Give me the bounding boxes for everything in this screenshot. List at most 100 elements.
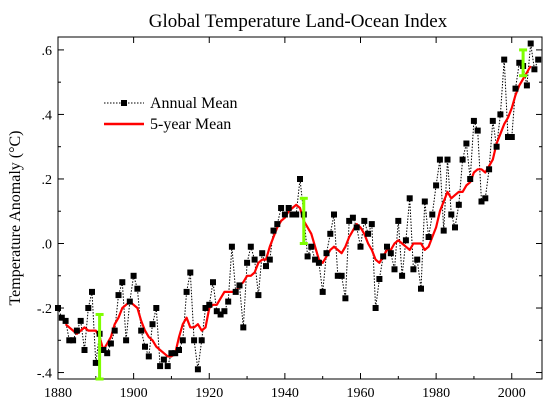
annual-mean-point (228, 243, 235, 250)
annual-mean-point (164, 363, 171, 370)
y-axis-label: Temperature Anomaly (°C) (7, 131, 24, 306)
annual-mean-point (508, 134, 515, 140)
annual-mean-point (55, 305, 61, 311)
annual-mean-point (213, 308, 220, 315)
annual-mean-point (436, 156, 443, 163)
annual-mean-point (459, 156, 466, 163)
annual-mean-point (315, 259, 322, 266)
annual-mean-point (474, 127, 481, 134)
y-tick-label: -.2 (37, 302, 52, 317)
annual-mean-point (221, 308, 228, 315)
annual-mean-point (130, 272, 137, 279)
annual-mean-point (531, 66, 538, 73)
annual-mean-point (414, 256, 421, 263)
annual-mean-point (478, 198, 485, 205)
legend: Annual Mean 5-year Mean (104, 95, 238, 133)
annual-mean-point (77, 317, 84, 324)
annual-mean-point (210, 279, 216, 286)
annual-mean-point (331, 211, 337, 218)
annual-mean-point (376, 276, 383, 282)
annual-mean-point (62, 317, 69, 324)
legend-annual-label: Annual Mean (150, 95, 238, 112)
y-tick-label: -.4 (37, 367, 52, 382)
annual-mean-point (410, 266, 417, 273)
annual-mean-point (191, 337, 198, 344)
annual-mean-point (232, 288, 239, 295)
annual-mean-point (297, 176, 303, 182)
annual-mean-point (365, 230, 372, 237)
annual-mean-point (270, 227, 277, 234)
y-axis: -.4 -.2 .0 .2 .4 .6 (37, 44, 542, 382)
series-layer (55, 40, 542, 373)
y-tick-label: .6 (42, 44, 53, 59)
annual-mean-point (123, 337, 130, 344)
annual-mean-point (145, 353, 152, 360)
annual-mean-point (100, 347, 107, 353)
annual-mean-point (278, 205, 285, 211)
annual-mean-point (391, 266, 398, 273)
five-year-mean-line (64, 65, 532, 358)
annual-mean-point (168, 350, 175, 357)
annual-mean-point (361, 217, 368, 224)
annual-mean-point (372, 305, 379, 311)
x-tick-label: 1900 (120, 386, 148, 401)
annual-mean-point (66, 337, 73, 344)
annual-mean-point (395, 217, 402, 224)
error-bars (95, 48, 528, 381)
x-tick-label: 1960 (347, 386, 375, 401)
annual-mean-point (266, 256, 273, 263)
annual-mean-point (274, 221, 281, 228)
annual-mean-point (240, 324, 247, 331)
annual-mean-point (418, 285, 424, 292)
annual-mean-point (176, 347, 182, 353)
annual-mean-point (429, 211, 436, 218)
annual-mean-point (289, 211, 296, 218)
annual-mean-point (512, 85, 519, 92)
annual-mean-point (308, 243, 315, 250)
annual-mean-point (217, 311, 224, 318)
annual-mean-point (73, 327, 80, 334)
annual-mean-point (104, 350, 111, 357)
annual-mean-point (92, 359, 99, 366)
annual-mean-point (493, 143, 500, 150)
annual-mean-point (149, 321, 156, 328)
annual-mean-point (353, 224, 360, 231)
annual-mean-point (497, 111, 504, 118)
annual-mean-point (85, 305, 92, 311)
annual-mean-point (470, 117, 477, 124)
annual-mean-point (183, 288, 190, 295)
annual-mean-point (263, 263, 269, 270)
annual-mean-point (251, 256, 258, 263)
annual-mean-point (255, 292, 262, 299)
annual-mean-point (58, 314, 65, 321)
x-tick-label: 1920 (195, 386, 223, 401)
y-tick-label: .4 (42, 108, 53, 123)
x-axis: 1880 1900 1920 1940 1960 1980 2000 (44, 37, 526, 401)
annual-mean-point (259, 250, 266, 257)
annual-mean-point (327, 230, 334, 237)
annual-mean-point (198, 337, 205, 344)
annual-mean-point (516, 59, 523, 66)
annual-mean-point (452, 224, 458, 231)
annual-mean-point (425, 234, 432, 240)
annual-mean-point (157, 363, 164, 370)
annual-mean-point (399, 272, 406, 279)
annual-mean-point (244, 259, 251, 266)
annual-mean-point (134, 285, 141, 292)
annual-mean-point (421, 198, 428, 205)
annual-mean-point (304, 253, 311, 260)
annual-mean-point (357, 243, 364, 250)
annual-mean-point (281, 211, 288, 218)
annual-mean-point (384, 243, 390, 250)
annual-mean-point (153, 305, 160, 311)
annual-mean-point (440, 227, 447, 234)
annual-mean-point (338, 272, 345, 279)
annual-mean-point (334, 272, 341, 279)
annual-mean-point (194, 366, 201, 373)
annual-mean-point (467, 176, 474, 182)
annual-mean-point (115, 292, 122, 299)
annual-mean-point (312, 256, 319, 263)
annual-mean-point (444, 156, 451, 163)
annual-mean-point (319, 288, 326, 295)
x-tick-label: 1980 (422, 386, 450, 401)
